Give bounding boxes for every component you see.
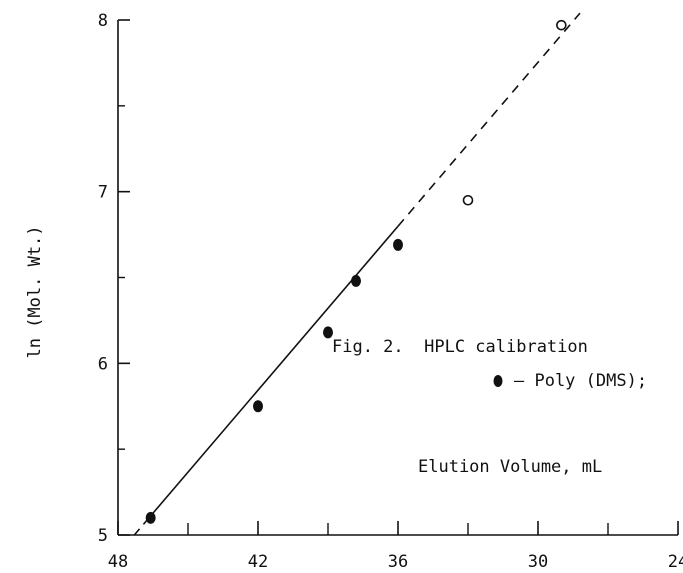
figure-caption-line-1: Fig. 2. HPLC calibration <box>332 337 588 357</box>
data-point-filled <box>253 400 263 413</box>
x-tick-label: 48 <box>108 552 128 572</box>
data-points <box>145 19 567 524</box>
x-tick-label: 36 <box>388 552 408 572</box>
data-point-filled <box>323 326 333 339</box>
y-axis: 5 6 7 8 <box>98 11 130 546</box>
fit-line-dashed <box>397 12 581 227</box>
fit-line-solid <box>150 225 399 517</box>
x-axis: 48 42 36 30 24 <box>108 521 683 572</box>
data-point-open <box>462 194 474 206</box>
data-point-filled <box>393 238 403 251</box>
x-tick-label: 24 <box>668 552 683 572</box>
y-tick-label: 7 <box>98 183 108 203</box>
figure-caption-line-2: – Poly (DMS); <box>514 371 647 391</box>
data-point-open <box>556 19 567 31</box>
x-tick-label: 42 <box>248 552 268 572</box>
y-tick-label: 5 <box>98 526 108 546</box>
data-point-filled <box>351 274 361 287</box>
y-tick-label: 6 <box>98 354 108 374</box>
x-tick-label: 30 <box>528 552 548 572</box>
data-point-filled <box>145 511 156 524</box>
y-tick-label: 8 <box>98 11 108 31</box>
x-axis-label: Elution Volume, mL <box>418 457 602 477</box>
y-axis-label: ln (Mol. Wt.) <box>25 225 45 358</box>
legend-marker-filled-circle <box>493 375 503 387</box>
legend-entry-poly-dms: – Poly (DMS); <box>493 371 647 391</box>
